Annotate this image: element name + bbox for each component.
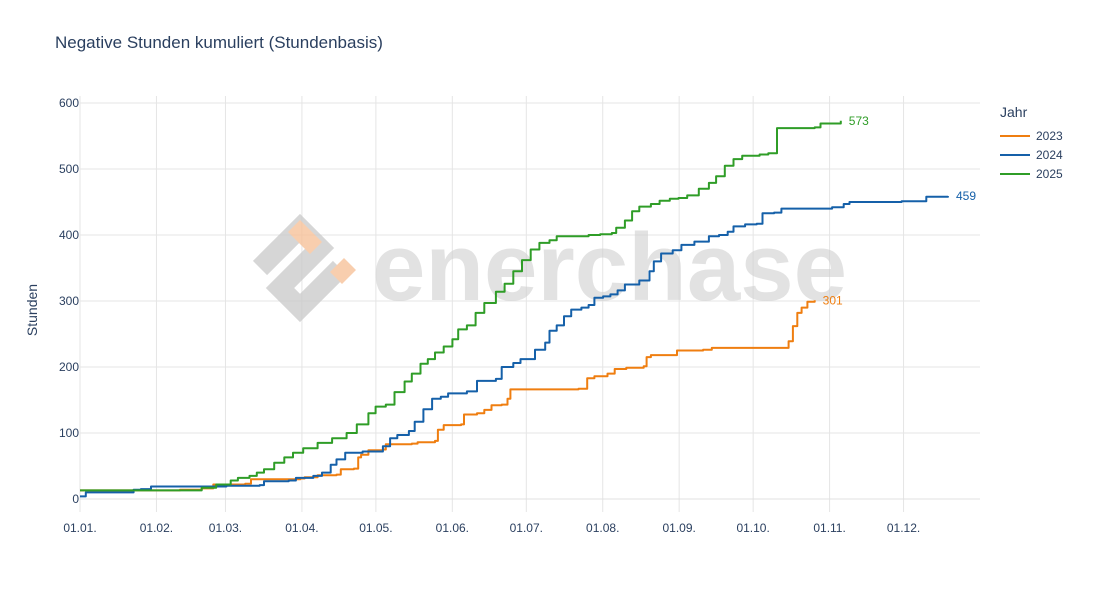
legend-title: Jahr	[1000, 104, 1028, 120]
series-line-2024	[80, 195, 949, 498]
y-tick-label: 100	[59, 426, 79, 440]
enerchase-logo-icon	[252, 213, 356, 323]
end-label-2025: 573	[849, 114, 869, 128]
legend-item-2024[interactable]: 2024	[1000, 145, 1063, 164]
series-line-2025	[80, 120, 842, 492]
legend-item-2025[interactable]: 2025	[1000, 164, 1063, 183]
x-tick-label: 01.03.	[209, 521, 242, 535]
x-tick-label: 01.10.	[736, 521, 769, 535]
end-labels: 301 459 573	[823, 114, 977, 308]
legend-label: 2025	[1036, 166, 1063, 181]
series-lines	[80, 120, 949, 498]
x-tick-label: 01.06.	[436, 521, 469, 535]
legend-label: 2024	[1036, 147, 1063, 162]
x-tick-label: 01.02.	[140, 521, 173, 535]
y-tick-label: 500	[59, 162, 79, 176]
end-label-2024: 459	[956, 189, 976, 203]
legend-label: 2023	[1036, 128, 1063, 143]
end-label-2023: 301	[823, 293, 843, 307]
x-tick-label: 01.12.	[887, 521, 920, 535]
enerchase-watermark: enerchase	[252, 213, 847, 323]
y-tick-label: 200	[59, 360, 79, 374]
x-tick-label: 01.07.	[510, 521, 543, 535]
chart-title: Negative Stunden kumuliert (Stundenbasis…	[55, 33, 383, 52]
x-tick-label: 01.08.	[586, 521, 619, 535]
x-tick-label: 01.01.	[63, 521, 96, 535]
legend-swatch	[1000, 172, 1030, 175]
legend: Jahr 2023 2024 2025	[1000, 104, 1063, 183]
x-tick-label: 01.04.	[285, 521, 318, 535]
y-tick-label: 600	[59, 96, 79, 110]
legend-swatch	[1000, 134, 1030, 137]
axes: 01.01. 01.02. 01.03. 01.04. 01.05. 01.06. 01.0…	[59, 96, 920, 535]
y-tick-label: 300	[59, 294, 79, 308]
watermark-text: enerchase	[372, 214, 847, 321]
x-tick-label: 01.11.	[813, 521, 845, 535]
x-tick-label: 01.09.	[662, 521, 695, 535]
y-tick-label: 0	[72, 492, 79, 506]
legend-item-2023[interactable]: 2023	[1000, 126, 1063, 145]
x-tick-label: 01.05.	[359, 521, 392, 535]
legend-swatch	[1000, 153, 1030, 156]
y-tick-label: 400	[59, 228, 79, 242]
